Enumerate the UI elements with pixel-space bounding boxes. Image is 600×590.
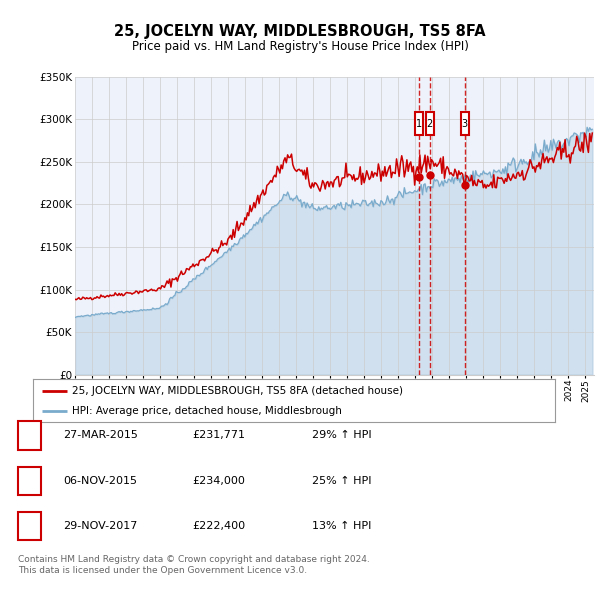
Text: 3: 3 xyxy=(462,119,468,129)
Text: HPI: Average price, detached house, Middlesbrough: HPI: Average price, detached house, Midd… xyxy=(72,407,342,416)
Text: 25% ↑ HPI: 25% ↑ HPI xyxy=(312,476,371,486)
Text: £222,400: £222,400 xyxy=(192,522,245,531)
Text: Contains HM Land Registry data © Crown copyright and database right 2024.: Contains HM Land Registry data © Crown c… xyxy=(18,555,370,563)
Text: 2: 2 xyxy=(26,476,33,486)
FancyBboxPatch shape xyxy=(461,112,469,136)
Text: 27-MAR-2015: 27-MAR-2015 xyxy=(63,431,138,440)
Text: £234,000: £234,000 xyxy=(192,476,245,486)
Text: 3: 3 xyxy=(26,522,33,531)
Text: 06-NOV-2015: 06-NOV-2015 xyxy=(63,476,137,486)
Text: 29% ↑ HPI: 29% ↑ HPI xyxy=(312,431,371,440)
Text: 1: 1 xyxy=(26,431,33,440)
Text: 13% ↑ HPI: 13% ↑ HPI xyxy=(312,522,371,531)
Text: 25, JOCELYN WAY, MIDDLESBROUGH, TS5 8FA (detached house): 25, JOCELYN WAY, MIDDLESBROUGH, TS5 8FA … xyxy=(72,386,403,396)
Text: 29-NOV-2017: 29-NOV-2017 xyxy=(63,522,137,531)
Text: 2: 2 xyxy=(427,119,433,129)
Text: £231,771: £231,771 xyxy=(192,431,245,440)
Text: 1: 1 xyxy=(416,119,422,129)
FancyBboxPatch shape xyxy=(415,112,423,136)
Text: This data is licensed under the Open Government Licence v3.0.: This data is licensed under the Open Gov… xyxy=(18,566,307,575)
FancyBboxPatch shape xyxy=(426,112,434,136)
Text: 25, JOCELYN WAY, MIDDLESBROUGH, TS5 8FA: 25, JOCELYN WAY, MIDDLESBROUGH, TS5 8FA xyxy=(114,24,486,40)
Text: Price paid vs. HM Land Registry's House Price Index (HPI): Price paid vs. HM Land Registry's House … xyxy=(131,40,469,53)
